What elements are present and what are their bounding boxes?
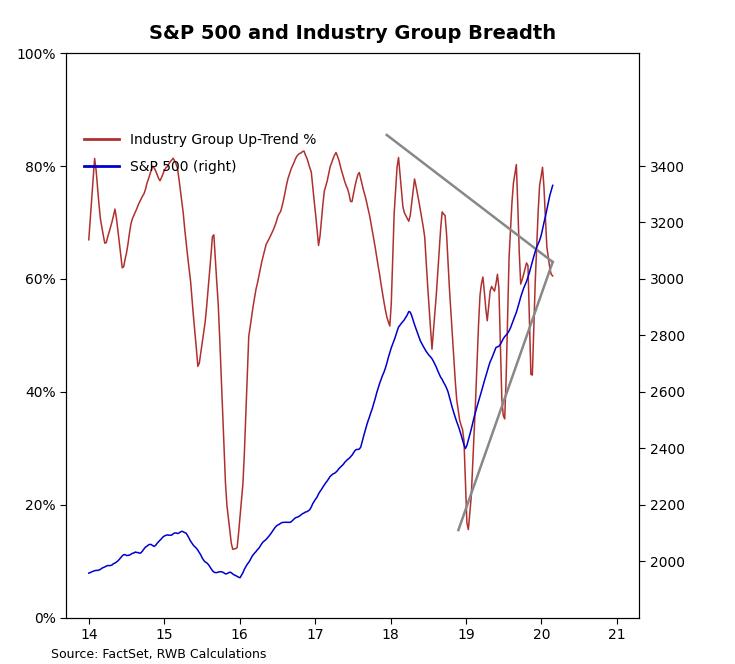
Title: S&P 500 and Industry Group Breadth: S&P 500 and Industry Group Breadth [149,24,556,43]
Text: Source: FactSet, RWB Calculations: Source: FactSet, RWB Calculations [51,647,267,661]
Legend: Industry Group Up-Trend %, S&P 500 (right): Industry Group Up-Trend %, S&P 500 (righ… [79,127,322,179]
